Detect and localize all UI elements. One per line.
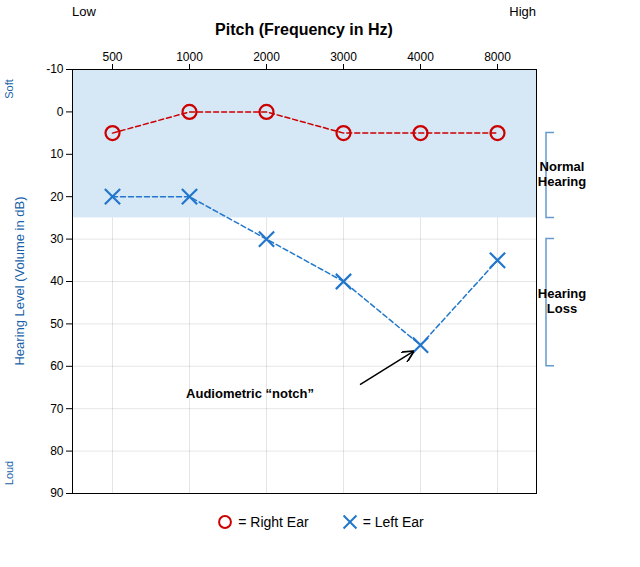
svg-text:40: 40 bbox=[50, 274, 64, 288]
svg-text:80: 80 bbox=[50, 444, 64, 458]
svg-text:10: 10 bbox=[50, 147, 64, 161]
svg-text:50: 50 bbox=[50, 317, 64, 331]
html-text:Pitch (Frequency in Hz): Pitch (Frequency in Hz) bbox=[215, 21, 393, 38]
svg-text:HearingLoss: HearingLoss bbox=[538, 286, 586, 316]
svg-text:500: 500 bbox=[102, 50, 122, 64]
svg-text:70: 70 bbox=[50, 402, 64, 416]
svg-text:30: 30 bbox=[50, 232, 64, 246]
svg-text:90: 90 bbox=[50, 486, 64, 500]
svg-text:2000: 2000 bbox=[253, 50, 280, 64]
svg-text:60: 60 bbox=[50, 359, 64, 373]
svg-text:20: 20 bbox=[50, 190, 64, 204]
svg-text:Loud: Loud bbox=[3, 461, 15, 485]
svg-text:0: 0 bbox=[57, 105, 64, 119]
svg-text:Hearing Level (Volume in dB): Hearing Level (Volume in dB) bbox=[12, 196, 27, 365]
html-text:Low: Low bbox=[72, 4, 96, 19]
svg-text:Audiometric “notch”: Audiometric “notch” bbox=[186, 386, 314, 401]
svg-text:1000: 1000 bbox=[176, 50, 203, 64]
svg-text:Soft: Soft bbox=[3, 79, 15, 99]
html-text:= Right Ear: = Right Ear bbox=[238, 514, 309, 530]
html-text:High: High bbox=[509, 4, 536, 19]
svg-text:8000: 8000 bbox=[484, 50, 511, 64]
svg-text:-10: -10 bbox=[46, 62, 64, 76]
svg-text:3000: 3000 bbox=[330, 50, 357, 64]
html-text:= Left Ear: = Left Ear bbox=[362, 514, 424, 530]
svg-text:4000: 4000 bbox=[407, 50, 434, 64]
svg-text:NormalHearing: NormalHearing bbox=[538, 159, 586, 189]
